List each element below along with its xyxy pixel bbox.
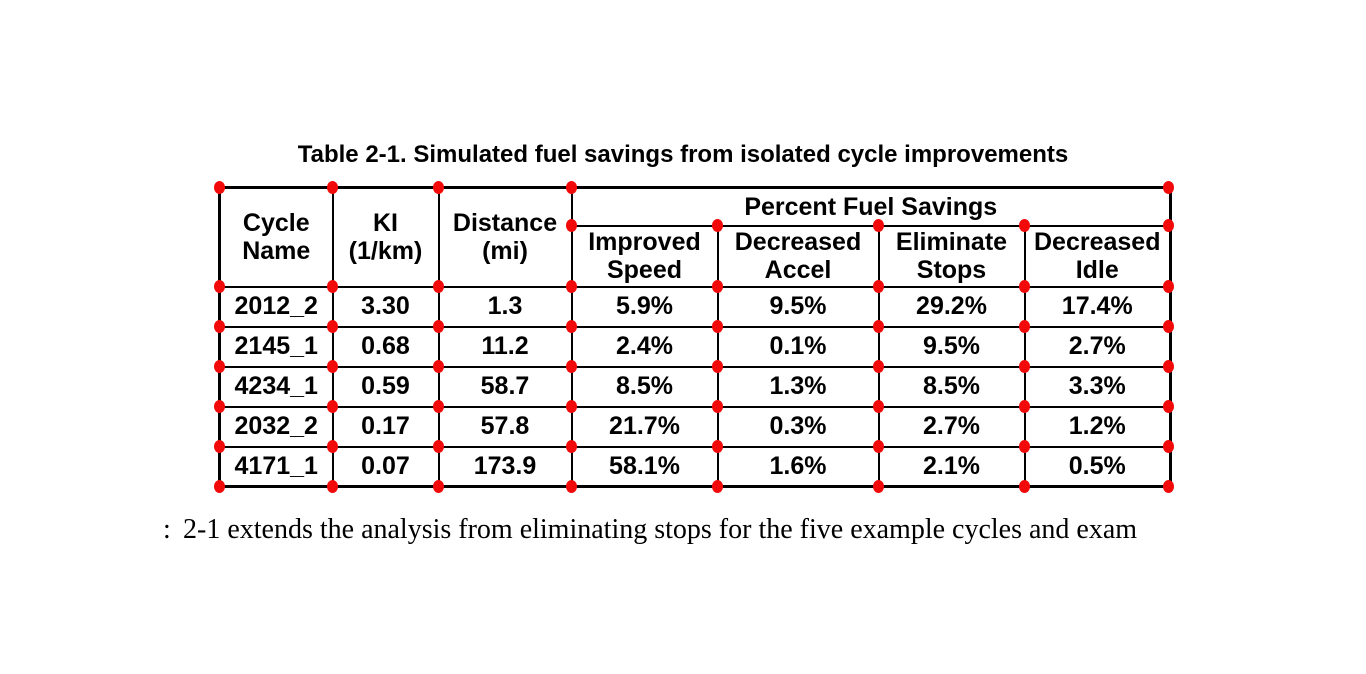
table-cell: 1.6% xyxy=(716,445,880,488)
table-cell: 0.3% xyxy=(716,405,880,448)
table-cell: 3.30 xyxy=(331,285,440,328)
clipped-text-fragment: : xyxy=(163,514,171,545)
table-row: 4234_1 0.59 58.7 8.5% 1.3% 8.5% 3.3% xyxy=(218,365,1172,408)
table-cell: 1.2% xyxy=(1023,405,1172,448)
table-row: 2145_1 0.68 11.2 2.4% 0.1% 9.5% 2.7% xyxy=(218,325,1172,368)
table-cell: 9.5% xyxy=(877,325,1026,368)
header-cell-cycle-name: Cycle Name xyxy=(218,186,334,288)
table-cell: 11.2 xyxy=(437,325,573,368)
table-row: 2012_2 3.30 1.3 5.9% 9.5% 29.2% 17.4% xyxy=(218,285,1172,328)
table-cell: 5.9% xyxy=(570,285,719,328)
table-cell: 0.68 xyxy=(331,325,440,368)
table-cell: 0.07 xyxy=(331,445,440,488)
table-cell: 2012_2 xyxy=(218,285,334,328)
table-cell: 2.7% xyxy=(1023,325,1172,368)
table-cell: 8.5% xyxy=(570,365,719,408)
table-cell: 2.1% xyxy=(877,445,1026,488)
group-header-percent-fuel-savings: Percent Fuel Savings xyxy=(570,186,1172,227)
table-cell: 29.2% xyxy=(877,285,1026,328)
table-cell: 21.7% xyxy=(570,405,719,448)
header-cell-distance: Distance (mi) xyxy=(437,186,573,288)
subheader-cell-decreased-accel: Decreased Accel xyxy=(716,224,880,288)
table-cell: 2145_1 xyxy=(218,325,334,368)
table-cell: 1.3% xyxy=(716,365,880,408)
table-cell: 0.1% xyxy=(716,325,880,368)
table-cell: 4171_1 xyxy=(218,445,334,488)
header-cell-ki: KI (1/km) xyxy=(331,186,440,288)
table-cell: 0.17 xyxy=(331,405,440,448)
table-cell: 2.7% xyxy=(877,405,1026,448)
table-cell: 3.3% xyxy=(1023,365,1172,408)
table-cell: 4234_1 xyxy=(218,365,334,408)
table-cell: 58.7 xyxy=(437,365,573,408)
subheader-cell-eliminate-stops: Eliminate Stops xyxy=(877,224,1026,288)
table-cell: 17.4% xyxy=(1023,285,1172,328)
table-cell: 1.3 xyxy=(437,285,573,328)
table-cell: 0.5% xyxy=(1023,445,1172,488)
table-cell: 2032_2 xyxy=(218,405,334,448)
subheader-cell-improved-speed: Improved Speed xyxy=(570,224,719,288)
table-cell: 0.59 xyxy=(331,365,440,408)
table-cell: 173.9 xyxy=(437,445,573,488)
table-cell: 58.1% xyxy=(570,445,719,488)
table-cell: 2.4% xyxy=(570,325,719,368)
body-text-line: 2-1 extends the analysis from eliminatin… xyxy=(183,514,1138,545)
table-title: Table 2-1. Simulated fuel savings from i… xyxy=(297,141,1069,168)
table-row: 4171_1 0.07 173.9 58.1% 1.6% 2.1% 0.5% xyxy=(218,445,1172,488)
table-cell: 57.8 xyxy=(437,405,573,448)
table-cell: 8.5% xyxy=(877,365,1026,408)
table-row: 2032_2 0.17 57.8 21.7% 0.3% 2.7% 1.2% xyxy=(218,405,1172,448)
table-cell: 9.5% xyxy=(716,285,880,328)
subheader-cell-decreased-idle: Decreased Idle xyxy=(1023,224,1172,288)
fuel-savings-table: Cycle Name KI (1/km) Distance (mi) Perce… xyxy=(218,186,1172,488)
